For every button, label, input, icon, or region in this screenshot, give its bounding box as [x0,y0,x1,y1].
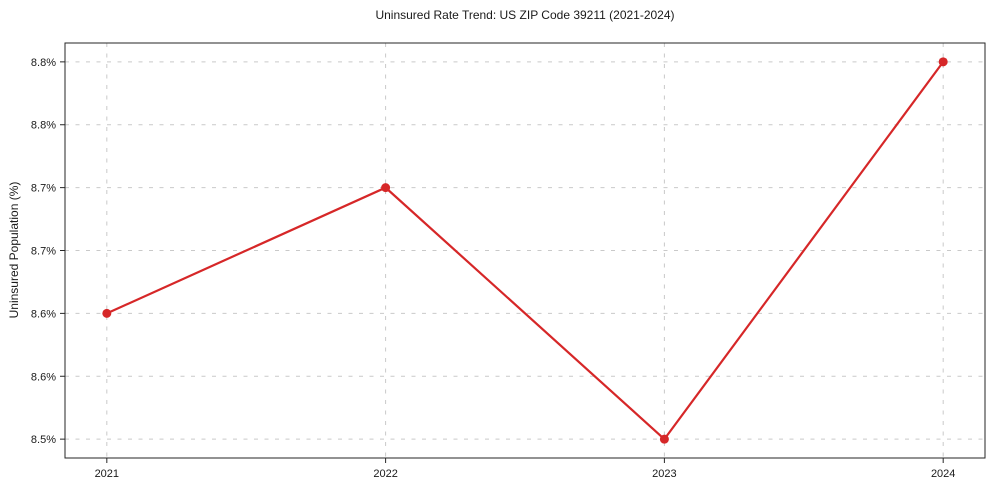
x-tick-label: 2021 [95,468,119,480]
y-tick-label: 8.7% [31,246,56,258]
data-point [938,57,948,67]
x-tick-label: 2023 [652,468,676,480]
x-tick-label: 2024 [931,468,955,480]
y-tick-label: 8.8% [31,120,56,132]
trend-line [105,60,945,441]
y-tick-label: 8.8% [31,57,56,69]
y-tick-label: 8.5% [31,434,56,446]
chart-title: Uninsured Rate Trend: US ZIP Code 39211 … [375,8,675,22]
y-tick-label: 8.6% [31,371,56,383]
data-point [659,434,669,444]
y-tick-label: 8.7% [31,183,56,195]
y-tick-label: 8.6% [31,308,56,320]
x-tick-label: 2022 [373,468,397,480]
data-point [381,183,391,193]
data-point [102,308,112,318]
